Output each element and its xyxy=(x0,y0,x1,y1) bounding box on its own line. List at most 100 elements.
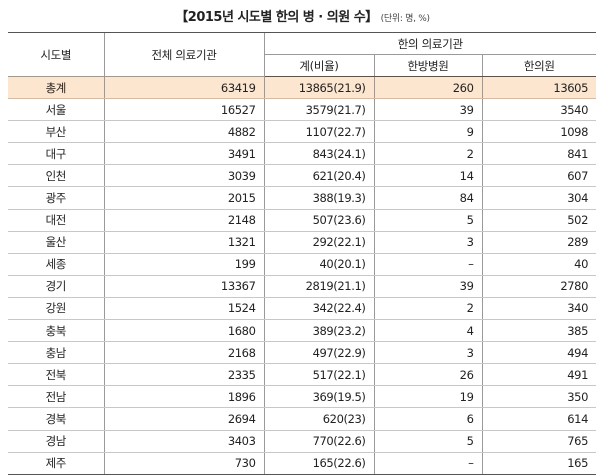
table-row: 부산 4882 1107(22.7) 9 1098 xyxy=(8,120,597,144)
header-row-top: 시도별 전체 의료기관 한의 의료기관 xyxy=(8,32,597,77)
cell-clinic: 1098 xyxy=(481,120,597,144)
cell-total: 3403 xyxy=(103,430,264,453)
cell-gye: 770(22.6) xyxy=(263,430,374,453)
cell-clinic: 289 xyxy=(481,231,597,254)
table-body: 총계 63419 13865(21.9) 260 13605 서울 16527 3579(21… xyxy=(8,76,597,475)
cell-total: 63419 xyxy=(103,76,264,100)
cell-clinic: 13605 xyxy=(481,76,597,100)
cell-gye: 388(19.3) xyxy=(263,186,374,210)
cell-region: 충남 xyxy=(8,341,104,365)
table-row: 제주 730 165(22.6) –165 xyxy=(8,452,597,475)
cell-region: 서울 xyxy=(8,98,104,122)
cell-hospital: 14 xyxy=(373,164,482,188)
cell-total: 2335 xyxy=(103,363,264,387)
cell-region: 경남 xyxy=(8,430,104,453)
cell-gye: 1107(22.7) xyxy=(263,120,374,144)
cell-region: 전남 xyxy=(8,385,104,409)
cell-gye: 507(23.6) xyxy=(263,209,374,232)
cell-hospital: 2 xyxy=(373,297,482,321)
cell-clinic: 765 xyxy=(481,430,597,453)
cell-gye: 843(24.1) xyxy=(263,142,374,166)
cell-clinic: 350 xyxy=(481,385,597,409)
cell-hospital: 39 xyxy=(373,98,482,122)
cell-clinic: 607 xyxy=(481,164,597,188)
cell-hospital: 3 xyxy=(373,341,482,365)
cell-region: 경기 xyxy=(8,275,104,298)
cell-hospital: – xyxy=(373,452,482,475)
cell-hospital: 260 xyxy=(373,76,482,100)
cell-total: 4882 xyxy=(103,120,264,144)
cell-hospital: 5 xyxy=(373,209,482,232)
cell-region: 대구 xyxy=(8,142,104,166)
cell-total: 1680 xyxy=(103,319,264,343)
cell-total: 2168 xyxy=(103,341,264,365)
cell-clinic: 491 xyxy=(481,363,597,387)
cell-region: 전북 xyxy=(8,363,104,387)
cell-total: 1524 xyxy=(103,297,264,321)
cell-clinic: 40 xyxy=(481,253,597,276)
header-region: 시도별 xyxy=(8,32,104,77)
cell-hospital: 84 xyxy=(373,186,482,210)
table-row: 광주 2015 388(19.3) 84 304 xyxy=(8,186,597,210)
header-clinic: 한의원 xyxy=(481,54,597,77)
cell-total: 2148 xyxy=(103,209,264,232)
table-row: 충남 2168 497(22.9) 3 494 xyxy=(8,341,597,365)
cell-clinic: 3540 xyxy=(481,98,597,122)
cell-region: 대전 xyxy=(8,209,104,232)
cell-hospital: 3 xyxy=(373,231,482,254)
table-header: 시도별 전체 의료기관 한의 의료기관 계(비율) 한방병원 한의원 xyxy=(8,32,597,77)
table-row: 대구 3491 843(24.1) 2 841 xyxy=(8,142,597,166)
table-title-row: 【2015년 시도별 한의 병 · 의원 수】 (단위: 명, %) xyxy=(0,6,605,26)
header-total: 전체 의료기관 xyxy=(103,32,264,77)
cell-gye: 517(22.1) xyxy=(263,363,374,387)
cell-gye: 292(22.1) xyxy=(263,231,374,254)
cell-region: 경북 xyxy=(8,407,104,431)
stats-table: 시도별 전체 의료기관 한의 의료기관 계(비율) 한방병원 한의원 총계 634… xyxy=(8,32,597,475)
table-row: 경북 2694 620(23) 6 614 xyxy=(8,407,597,431)
cell-gye: 342(22.4) xyxy=(263,297,374,321)
cell-region: 충북 xyxy=(8,319,104,343)
cell-clinic: 2780 xyxy=(481,275,597,298)
cell-gye: 3579(21.7) xyxy=(263,98,374,122)
cell-region: 세종 xyxy=(8,253,104,276)
cell-hospital: 6 xyxy=(373,407,482,431)
cell-gye: 497(22.9) xyxy=(263,341,374,365)
header-row-sub: 계(비율) 한방병원 한의원 xyxy=(8,54,597,77)
table-row-total: 총계 63419 13865(21.9) 260 13605 xyxy=(8,76,597,100)
cell-hospital: 5 xyxy=(373,430,482,453)
table-row: 경기 13367 2819(21.1) 39 2780 xyxy=(8,275,597,298)
cell-gye: 13865(21.9) xyxy=(263,76,374,100)
cell-hospital: 2 xyxy=(373,142,482,166)
cell-total: 16527 xyxy=(103,98,264,122)
cell-total: 730 xyxy=(103,452,264,475)
cell-region: 부산 xyxy=(8,120,104,144)
table-title: 【2015년 시도별 한의 병 · 의원 수】 xyxy=(175,10,378,25)
header-gye: 계(비율) xyxy=(263,54,374,77)
cell-gye: 621(20.4) xyxy=(263,164,374,188)
cell-hospital: 9 xyxy=(373,120,482,144)
cell-total: 1896 xyxy=(103,385,264,409)
cell-clinic: 494 xyxy=(481,341,597,365)
cell-gye: 165(22.6) xyxy=(263,452,374,475)
cell-hospital: 39 xyxy=(373,275,482,298)
cell-clinic: 304 xyxy=(481,186,597,210)
cell-gye: 40(20.1) xyxy=(263,253,374,276)
cell-region: 총계 xyxy=(8,76,104,100)
cell-clinic: 385 xyxy=(481,319,597,343)
cell-region: 울산 xyxy=(8,231,104,254)
table-row: 강원 1524 342(22.4) 2 340 xyxy=(8,297,597,321)
header-group: 한의 의료기관 xyxy=(263,32,597,55)
cell-gye: 2819(21.1) xyxy=(263,275,374,298)
cell-clinic: 502 xyxy=(481,209,597,232)
cell-total: 2694 xyxy=(103,407,264,431)
unit-note: (단위: 명, %) xyxy=(380,14,430,24)
cell-total: 199 xyxy=(103,253,264,276)
table-row: 세종 199 40(20.1) –40 xyxy=(8,253,597,276)
cell-gye: 620(23) xyxy=(263,407,374,431)
table-row: 경남 3403 770(22.6) 5 765 xyxy=(8,430,597,453)
table-row: 충북 1680 389(23.2) 4 385 xyxy=(8,319,597,343)
table-row: 서울 16527 3579(21.7) 39 3540 xyxy=(8,98,597,122)
cell-region: 제주 xyxy=(8,452,104,475)
cell-gye: 369(19.5) xyxy=(263,385,374,409)
cell-hospital: – xyxy=(373,253,482,276)
